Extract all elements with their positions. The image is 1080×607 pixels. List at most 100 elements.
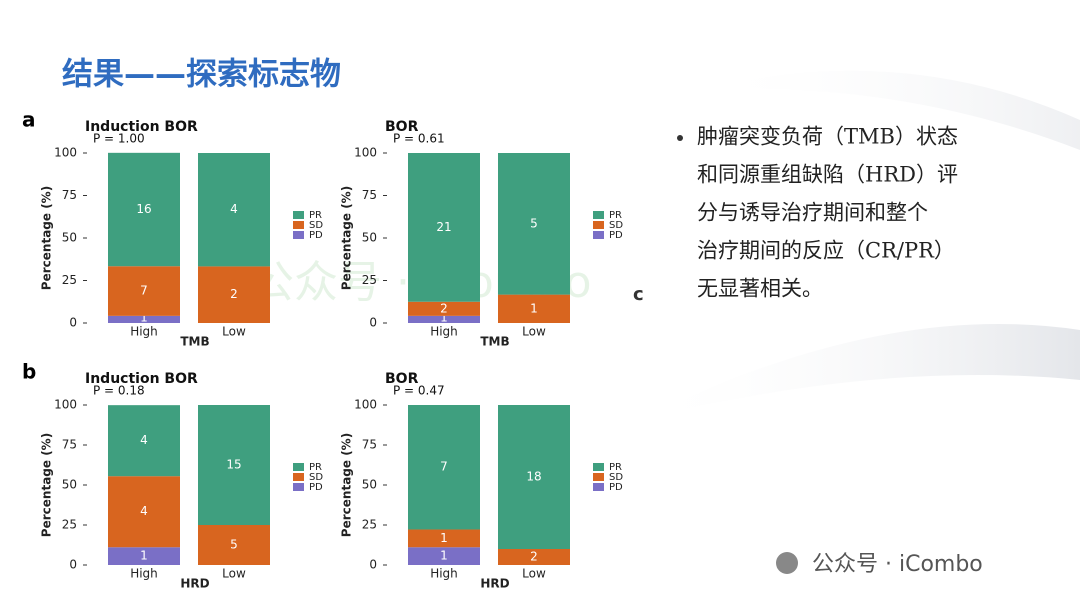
data-label: 2	[230, 287, 238, 301]
bar-segment	[108, 476, 180, 548]
x-axis-label: HRD	[480, 577, 509, 591]
y-tick-label: 25	[362, 518, 377, 532]
data-label: 21	[436, 220, 451, 234]
x-tick-label: Low	[222, 567, 246, 581]
data-label: 4	[230, 202, 238, 216]
data-label: 5	[530, 216, 538, 230]
y-tick-label: 50	[62, 231, 77, 245]
bullet-dot	[677, 135, 683, 141]
swoosh	[700, 70, 1080, 150]
data-label: 1	[140, 549, 148, 563]
legend-label: PR	[309, 210, 322, 221]
legend-swatch	[293, 211, 304, 219]
data-label: 4	[140, 433, 148, 447]
data-label: 1	[140, 311, 148, 325]
y-tick-label: 100	[54, 398, 77, 412]
x-tick-label: Low	[522, 567, 546, 581]
bullet-line: 治疗期间的反应（CR/PR）	[697, 239, 955, 263]
legend-swatch	[293, 483, 304, 491]
legend-swatch	[593, 483, 604, 491]
p-value: P = 0.47	[393, 384, 445, 398]
legend-label: PR	[609, 210, 622, 221]
bullet-line: 和同源重组缺陷（HRD）评	[697, 163, 958, 187]
bullet-line: 分与诱导治疗期间和整个	[697, 201, 928, 225]
bullet-line: 无显著相关。	[697, 277, 823, 301]
bar-segment	[108, 547, 180, 565]
legend-swatch	[593, 463, 604, 471]
legend-label: SD	[309, 472, 323, 483]
legend-label: PR	[309, 462, 322, 473]
data-label: 7	[140, 284, 148, 298]
bar-segment	[108, 315, 180, 323]
y-tick-label: 75	[362, 438, 377, 452]
y-tick-label: 0	[69, 316, 77, 330]
x-tick-label: Low	[522, 325, 546, 339]
data-label: 2	[440, 301, 448, 315]
legend-label: PD	[609, 482, 623, 493]
data-label: 7	[440, 460, 448, 474]
x-tick-label: High	[430, 325, 458, 339]
x-tick-label: High	[130, 567, 158, 581]
x-tick-label: High	[430, 567, 458, 581]
y-tick-label: 0	[369, 316, 377, 330]
y-axis-label: Percentage (%)	[340, 433, 354, 537]
slide-title: 结果——探索标志物	[62, 57, 341, 93]
p-value: P = 1.00	[93, 132, 145, 146]
legend-label: PD	[609, 230, 623, 241]
legend-label: PD	[309, 482, 323, 493]
y-tick-label: 100	[354, 398, 377, 412]
bullet-line: 肿瘤突变负荷（TMB）状态	[697, 125, 958, 149]
y-tick-label: 25	[362, 273, 377, 287]
bar-segment	[408, 405, 480, 530]
panel-label: a	[22, 108, 36, 132]
x-axis-label: TMB	[180, 335, 209, 349]
bar-segment	[108, 152, 180, 267]
bar-segment	[408, 301, 480, 316]
y-tick-label: 50	[62, 478, 77, 492]
x-tick-label: High	[130, 325, 158, 339]
bar-segment	[408, 153, 480, 302]
bar-segment	[498, 405, 570, 549]
data-label: 1	[440, 311, 448, 325]
y-tick-label: 0	[369, 558, 377, 572]
y-tick-label: 25	[62, 273, 77, 287]
y-tick-label: 0	[69, 558, 77, 572]
x-axis-label: HRD	[180, 577, 209, 591]
panel-label: b	[22, 360, 36, 384]
data-label: 1	[530, 301, 538, 315]
legend-swatch	[593, 231, 604, 239]
y-axis-label: Percentage (%)	[40, 186, 54, 290]
legend-label: SD	[609, 220, 623, 231]
x-tick-label: Low	[222, 325, 246, 339]
data-label: 5	[230, 538, 238, 552]
legend-label: PD	[309, 230, 323, 241]
data-label: 15	[226, 458, 241, 472]
legend-swatch	[593, 211, 604, 219]
y-axis-label: Percentage (%)	[40, 433, 54, 537]
y-axis-label: Percentage (%)	[340, 186, 354, 290]
p-value: P = 0.18	[93, 384, 145, 398]
data-label: 1	[440, 549, 448, 563]
y-tick-label: 100	[54, 146, 77, 160]
legend-swatch	[293, 231, 304, 239]
legend-label: SD	[609, 472, 623, 483]
data-label: 18	[526, 470, 541, 484]
bar-segment	[408, 529, 480, 548]
x-axis-label: TMB	[480, 335, 509, 349]
bar-segment	[498, 294, 570, 323]
stray-letter: c	[633, 284, 644, 305]
bar-segment	[198, 525, 270, 565]
legend-swatch	[293, 221, 304, 229]
watermark: 公众号 · iCombo	[812, 552, 983, 577]
chart-title: Induction BOR	[85, 371, 198, 387]
y-tick-label: 75	[62, 438, 77, 452]
bar-segment	[498, 153, 570, 295]
y-tick-label: 50	[362, 231, 377, 245]
y-tick-label: 75	[362, 188, 377, 202]
chart-title: BOR	[385, 371, 419, 387]
y-tick-label: 75	[62, 188, 77, 202]
data-label: 1	[440, 531, 448, 545]
data-label: 16	[136, 202, 151, 216]
swoosh	[640, 324, 1080, 420]
bar-segment	[198, 405, 270, 525]
